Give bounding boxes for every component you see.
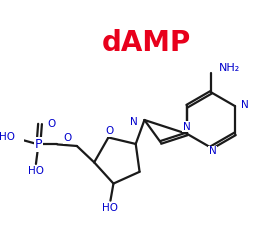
Text: N: N [130, 117, 137, 126]
Text: dAMP: dAMP [102, 29, 191, 57]
Text: P: P [35, 138, 42, 151]
Text: N: N [209, 146, 217, 156]
Text: HO: HO [0, 132, 15, 143]
Text: O: O [106, 126, 114, 136]
Text: N: N [183, 122, 190, 132]
Text: HO: HO [102, 204, 119, 214]
Text: HO: HO [28, 167, 44, 176]
Text: O: O [64, 133, 72, 143]
Text: NH₂: NH₂ [219, 63, 240, 73]
Text: N: N [241, 100, 248, 110]
Text: O: O [47, 119, 55, 129]
